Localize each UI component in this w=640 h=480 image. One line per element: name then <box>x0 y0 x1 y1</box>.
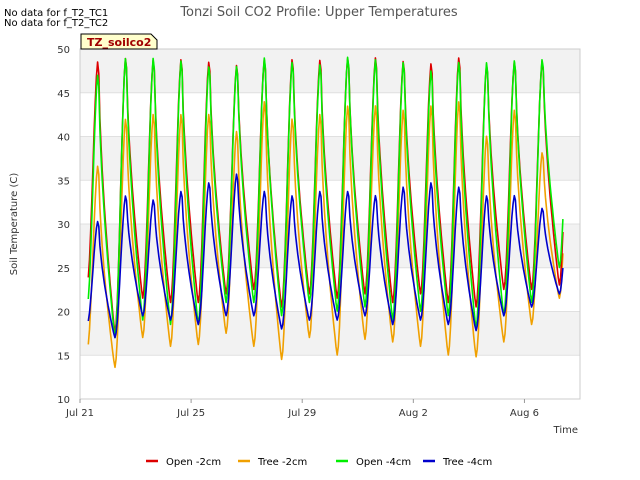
badge: TZ_soilco2 <box>80 33 158 50</box>
series-lines <box>87 56 564 369</box>
series-line <box>87 101 564 369</box>
x-tick-label: Aug 6 <box>510 408 539 419</box>
plot-band <box>80 92 580 137</box>
badge-box <box>80 33 158 50</box>
x-tick-label: Aug 2 <box>399 408 428 419</box>
y-tick-label: 45 <box>57 89 70 100</box>
legend-label: Tree -2cm <box>257 457 307 468</box>
y-tick-label: 30 <box>57 220 70 231</box>
y-axis-label: Soil Temperature (C) <box>9 173 20 276</box>
legend-label: Tree -4cm <box>442 457 492 468</box>
x-tick-label: Jul 29 <box>287 408 316 419</box>
y-tick-label: 50 <box>57 45 70 56</box>
plot-band <box>80 136 580 181</box>
y-tick-label: 20 <box>57 308 70 319</box>
series-line <box>87 173 564 339</box>
plot-band <box>80 311 580 356</box>
x-tick-label: Jul 21 <box>65 408 94 419</box>
y-tick-label: 10 <box>57 395 70 406</box>
y-tick-label: 25 <box>57 264 70 275</box>
plot-band <box>80 49 580 93</box>
x-axis-label: Time <box>553 425 578 436</box>
series-line <box>87 56 564 339</box>
chart-title: Tonzi Soil CO2 Profile: Upper Temperatur… <box>179 5 458 20</box>
y-tick-label: 40 <box>57 133 70 144</box>
x-tick-label: Jul 25 <box>176 408 205 419</box>
y-tick-label: 15 <box>57 351 70 362</box>
no-data-note-2: No data for f_T2_TC2 <box>4 18 109 29</box>
y-tick-label: 35 <box>57 176 70 187</box>
no-data-note-1: No data for f_T2_TC1 <box>4 8 109 19</box>
y-axis-ticks: 10 15 20 25 30 35 40 45 50 <box>57 45 70 406</box>
legend-label: Open -2cm <box>166 457 221 468</box>
plot-band <box>80 355 580 399</box>
legend: Open -2cm Tree -2cm Open -4cm Tree -4cm <box>146 457 492 468</box>
plot-frame <box>79 48 581 400</box>
x-axis-ticks: Jul 21 Jul 25 Jul 29 Aug 2 Aug 6 <box>65 399 539 419</box>
badge-label: TZ_soilco2 <box>87 36 151 49</box>
legend-label: Open -4cm <box>356 457 411 468</box>
